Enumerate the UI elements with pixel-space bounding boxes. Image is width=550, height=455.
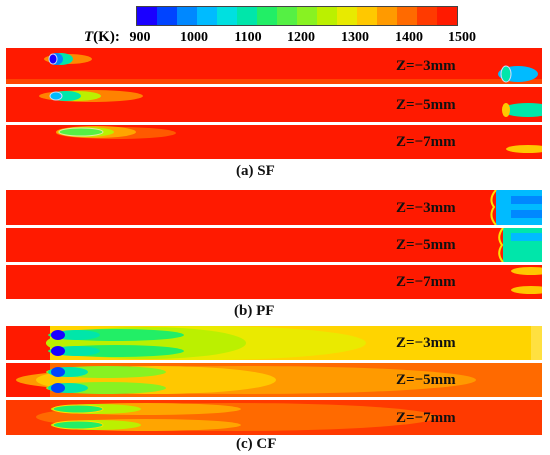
colorbar-swatch <box>377 7 397 25</box>
contour-pf-z5: Z=−5mm <box>6 228 542 262</box>
slice-label: Z=−3mm <box>396 58 456 74</box>
colorbar-swatch <box>397 7 417 25</box>
colorbar-title: T(K): <box>84 29 120 46</box>
colorbar-tick: 900 <box>129 30 151 45</box>
slice-label: Z=−7mm <box>396 134 456 150</box>
colorbar-swatch <box>217 7 237 25</box>
slice-label: Z=−5mm <box>396 372 456 388</box>
slice-label: Z=−7mm <box>396 274 456 290</box>
slice-label: Z=−3mm <box>396 335 456 351</box>
colorbar-swatch <box>157 7 177 25</box>
colorbar-swatch <box>357 7 377 25</box>
slice-label: Z=−5mm <box>396 97 456 113</box>
colorbar-swatch <box>137 7 157 25</box>
colorbar-tick: 1000 <box>180 30 208 45</box>
caption-pf: (b) PF <box>234 303 275 319</box>
colorbar-swatch <box>177 7 197 25</box>
colorbar-tick: 1400 <box>395 30 423 45</box>
contour-cf-z7: Z=−7mm <box>6 400 542 435</box>
contour-pf-z3: Z=−3mm <box>6 190 542 225</box>
caption-cf: (c) CF <box>236 436 277 452</box>
colorbar-swatch <box>277 7 297 25</box>
contour-pf-z7: Z=−7mm <box>6 265 542 299</box>
colorbar-unit: (K): <box>93 29 120 45</box>
contour-cf-z3: Z=−3mm <box>6 326 542 360</box>
contour-sf-z3: Z=−3mm <box>6 48 542 84</box>
colorbar-variable: T <box>84 29 94 45</box>
colorbar-swatch <box>417 7 437 25</box>
slice-label: Z=−5mm <box>396 237 456 253</box>
colorbar <box>136 6 458 26</box>
colorbar-swatch <box>317 7 337 25</box>
colorbar-tick: 1300 <box>341 30 369 45</box>
colorbar-swatch <box>297 7 317 25</box>
contour-sf-z5: Z=−5mm <box>6 87 542 122</box>
colorbar-swatch <box>237 7 257 25</box>
slice-label: Z=−7mm <box>396 410 456 426</box>
colorbar-tick: 1200 <box>287 30 315 45</box>
contour-sf-z7: Z=−7mm <box>6 125 542 159</box>
caption-sf: (a) SF <box>236 163 275 179</box>
colorbar-swatch <box>437 7 457 25</box>
colorbar-swatch <box>197 7 217 25</box>
contour-cf-z5: Z=−5mm <box>6 363 542 397</box>
colorbar-swatch <box>257 7 277 25</box>
colorbar-tick: 1500 <box>448 30 476 45</box>
slice-label: Z=−3mm <box>396 200 456 216</box>
colorbar-swatch <box>337 7 357 25</box>
colorbar-tick: 1100 <box>234 30 262 45</box>
